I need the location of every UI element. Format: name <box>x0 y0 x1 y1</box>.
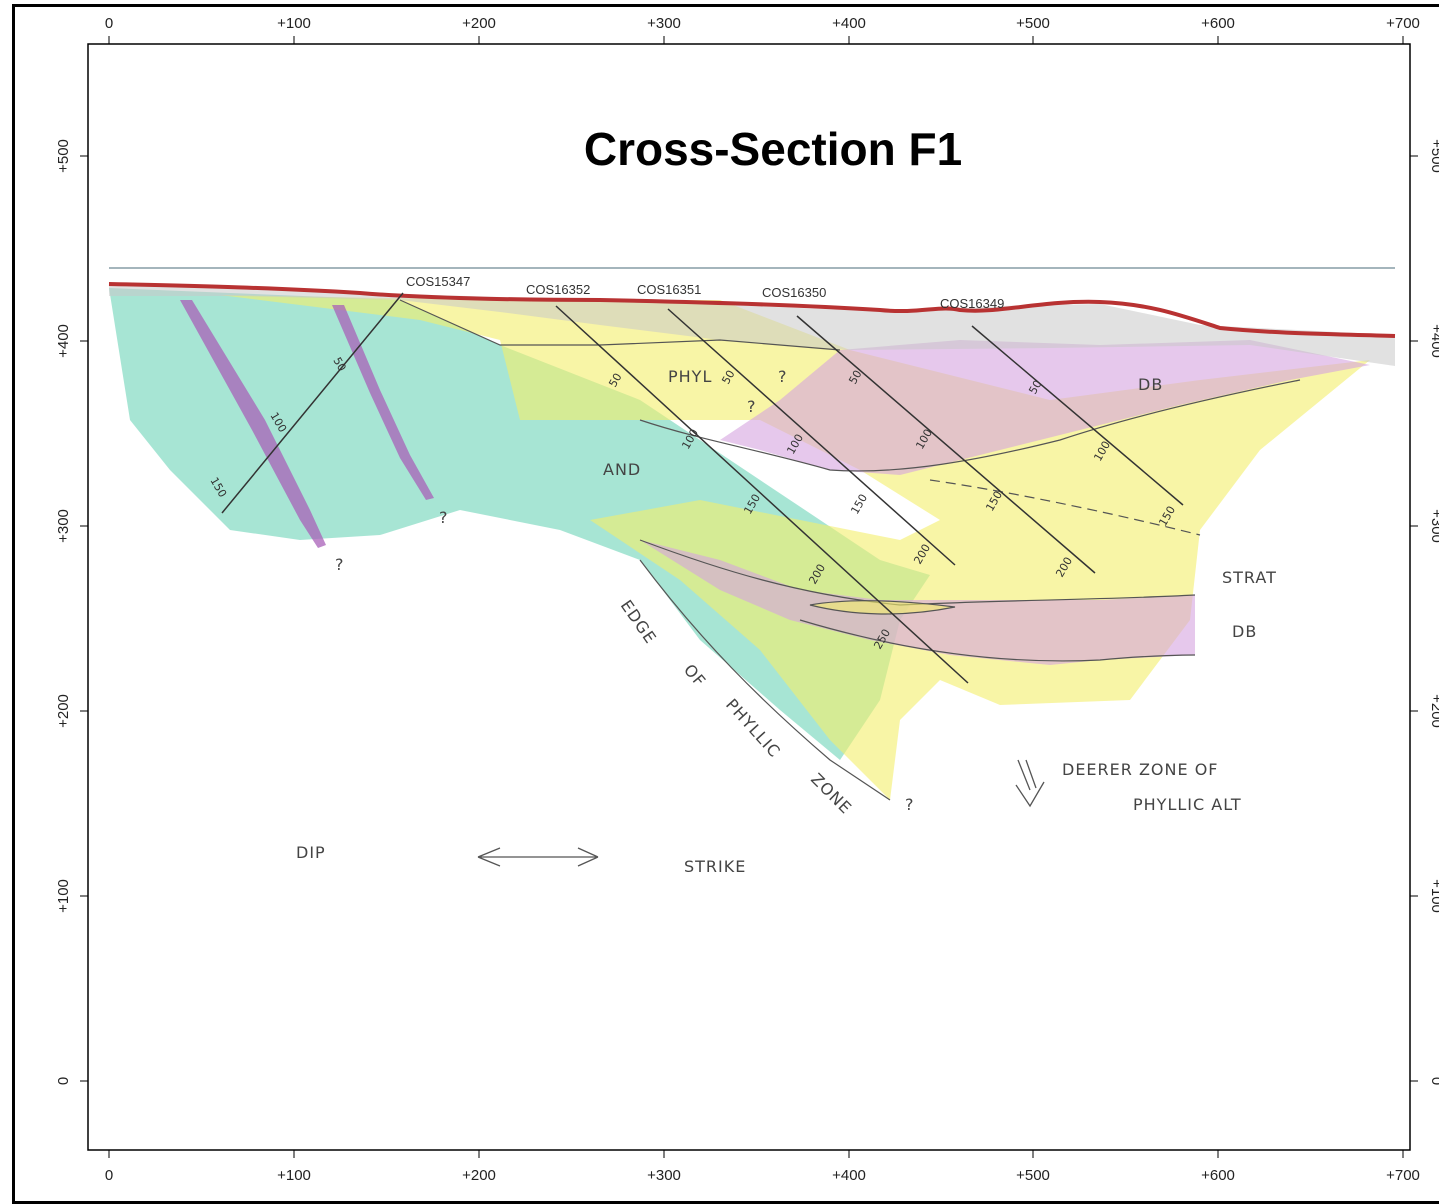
and-label: AND <box>603 460 641 479</box>
x-tick-bottom-label: +400 <box>832 1167 866 1184</box>
andesite-unit <box>109 288 930 760</box>
y-tick-right-label: +100 <box>1428 879 1439 913</box>
question-mark: ? <box>439 508 449 527</box>
dip-label: DIP <box>296 843 326 862</box>
y-tick-left-label: +200 <box>55 694 72 728</box>
drillhole-trace <box>971 325 1184 506</box>
drillhole-labels: COS15347 COS16352 COS16351 COS16350 COS1… <box>406 274 1004 311</box>
strat-label: STRAT <box>1222 568 1277 587</box>
depth-label: 50 <box>719 368 737 387</box>
x-tick-bottom-label: 0 <box>105 1167 113 1184</box>
drillhole-trace <box>555 305 969 684</box>
drillhole-trace <box>667 308 956 566</box>
drillhole-label: COS16351 <box>637 282 701 297</box>
x-tick-top-label: +600 <box>1201 15 1235 32</box>
question-mark: ? <box>335 555 345 574</box>
dyke-unit <box>180 300 326 548</box>
y-tick-right-label: +200 <box>1428 694 1439 728</box>
y-axis-left: 0 +100 +200 +300 +400 +500 <box>55 139 88 1085</box>
edge-label: OF <box>680 660 710 690</box>
y-tick-left-label: 0 <box>55 1077 72 1085</box>
y-tick-right-label: +300 <box>1428 509 1439 543</box>
db-upper-label: DB <box>1138 375 1163 394</box>
phyl-label: PHYL <box>668 367 712 386</box>
x-tick-bottom-label: +100 <box>277 1167 311 1184</box>
drillhole-label: COS16349 <box>940 296 1004 311</box>
y-tick-right-label: +500 <box>1428 139 1439 173</box>
deeper-zone-label: PHYLLIC ALT <box>1133 795 1242 814</box>
diabase-unit-upper <box>720 340 1370 475</box>
y-tick-right-label: +400 <box>1428 324 1439 358</box>
edge-label: ZONE <box>807 769 856 818</box>
contact-lines <box>399 299 1301 801</box>
y-tick-left-label: +100 <box>55 879 72 913</box>
depth-label: 150 <box>848 492 870 517</box>
question-mark: ? <box>905 795 915 814</box>
depth-label: 50 <box>330 355 348 374</box>
y-axis-right: 0 +100 +200 +300 +400 +500 <box>1410 139 1439 1085</box>
x-tick-bottom-label: +300 <box>647 1167 681 1184</box>
cover-unit <box>109 284 1395 366</box>
question-mark: ? <box>778 367 788 386</box>
depth-label: 50 <box>606 371 624 390</box>
x-tick-top-label: +700 <box>1386 15 1420 32</box>
depth-label: 50 <box>846 368 864 387</box>
x-tick-top-label: +100 <box>277 15 311 32</box>
down-arrow-icon <box>1015 759 1045 808</box>
x-tick-bottom-label: +200 <box>462 1167 496 1184</box>
edge-label: EDGE <box>617 596 661 647</box>
x-axis-top: 0 +100 +200 +300 +400 +500 +600 +700 <box>105 15 1420 44</box>
x-tick-top-label: 0 <box>105 15 113 32</box>
drillhole-label: COS15347 <box>406 274 470 289</box>
drillhole-trace <box>221 292 404 514</box>
x-tick-bottom-label: +500 <box>1016 1167 1050 1184</box>
deeper-zone-label: DEERER ZONE OF <box>1062 760 1218 779</box>
y-tick-left-label: +400 <box>55 324 72 358</box>
drillhole-trace <box>796 315 1096 574</box>
x-tick-top-label: +500 <box>1016 15 1050 32</box>
dyke-unit <box>332 305 434 500</box>
geology-units <box>109 284 1395 800</box>
y-tick-right-label: 0 <box>1428 1077 1439 1085</box>
x-tick-top-label: +300 <box>647 15 681 32</box>
drillhole-label: COS16352 <box>526 282 590 297</box>
drillholes <box>221 292 1184 684</box>
topography-line <box>108 282 1396 338</box>
db-lower-label: DB <box>1232 622 1257 641</box>
section-title: Cross-Section F1 <box>584 123 962 175</box>
x-tick-top-label: +400 <box>832 15 866 32</box>
x-tick-bottom-label: +600 <box>1201 1167 1235 1184</box>
x-tick-bottom-label: +700 <box>1386 1167 1420 1184</box>
x-tick-top-label: +200 <box>462 15 496 32</box>
y-tick-left-label: +500 <box>55 139 72 173</box>
y-tick-left-label: +300 <box>55 509 72 543</box>
double-arrow-icon <box>477 847 599 867</box>
drillhole-label: COS16350 <box>762 285 826 300</box>
x-axis-bottom: 0 +100 +200 +300 +400 +500 +600 +700 <box>105 1150 1420 1184</box>
strike-label: STRIKE <box>684 857 746 876</box>
plot-box <box>87 43 1411 1151</box>
depth-label: 50 <box>1026 378 1044 397</box>
question-mark: ? <box>747 397 757 416</box>
